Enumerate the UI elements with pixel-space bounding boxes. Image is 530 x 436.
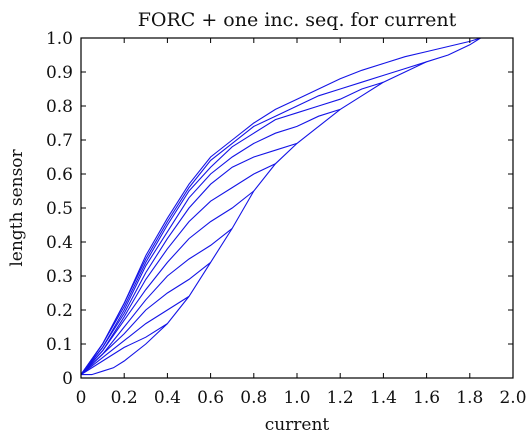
forc-curve-5 bbox=[80, 227, 233, 375]
axis-ticks: 0 0.2 0.4 0.6 0.8 1.0 1.2 1.4 1.6 1.8 2.0 0 0.1 0.2 0.… bbox=[46, 29, 527, 408]
descending-envelope-curve bbox=[80, 37, 481, 375]
forc-curve-6 bbox=[80, 190, 255, 375]
plot-frame bbox=[80, 37, 514, 379]
chart-title: FORC + one inc. seq. for current bbox=[138, 9, 457, 31]
y-tick-label: 0.3 bbox=[46, 267, 73, 287]
x-tick-label: 0 bbox=[76, 388, 87, 408]
y-tick-label: 0.8 bbox=[46, 97, 73, 117]
x-tick-label: 0.8 bbox=[240, 388, 267, 408]
y-tick-label: 0.6 bbox=[46, 165, 73, 185]
y-tick-label: 0.4 bbox=[46, 233, 73, 253]
forc-curve-8 bbox=[80, 142, 298, 375]
x-tick-label: 0.6 bbox=[197, 388, 224, 408]
x-axis-label: current bbox=[265, 415, 330, 435]
x-tick-label: 1.0 bbox=[283, 388, 310, 408]
y-tick-label: 0.2 bbox=[46, 301, 73, 321]
forc-curve-9 bbox=[80, 108, 341, 375]
forc-curve-3 bbox=[80, 295, 190, 376]
x-tick-label: 1.8 bbox=[456, 388, 483, 408]
x-tick-label: 0.4 bbox=[154, 388, 181, 408]
forc-curve-11 bbox=[80, 61, 427, 375]
x-tick-label: 1.2 bbox=[327, 388, 354, 408]
x-tick-label: 2.0 bbox=[499, 388, 526, 408]
y-tick-label: 0.9 bbox=[46, 63, 73, 83]
y-tick-label: 0.7 bbox=[46, 131, 73, 151]
forc-curve-10 bbox=[80, 81, 384, 375]
y-tick-label: 0.5 bbox=[46, 199, 73, 219]
y-tick-label: 0 bbox=[62, 369, 73, 389]
y-axis-label: length sensor bbox=[7, 148, 27, 266]
curves-layer bbox=[80, 37, 481, 376]
forc-curve-2 bbox=[80, 323, 168, 376]
forc-curve-7 bbox=[80, 163, 276, 375]
y-tick-label: 0.1 bbox=[46, 335, 73, 355]
x-tick-label: 0.2 bbox=[111, 388, 138, 408]
ascending-envelope-curve bbox=[81, 37, 481, 376]
x-tick-label: 1.6 bbox=[413, 388, 440, 408]
x-tick-label: 1.4 bbox=[370, 388, 397, 408]
y-tick-label: 1.0 bbox=[46, 29, 73, 49]
